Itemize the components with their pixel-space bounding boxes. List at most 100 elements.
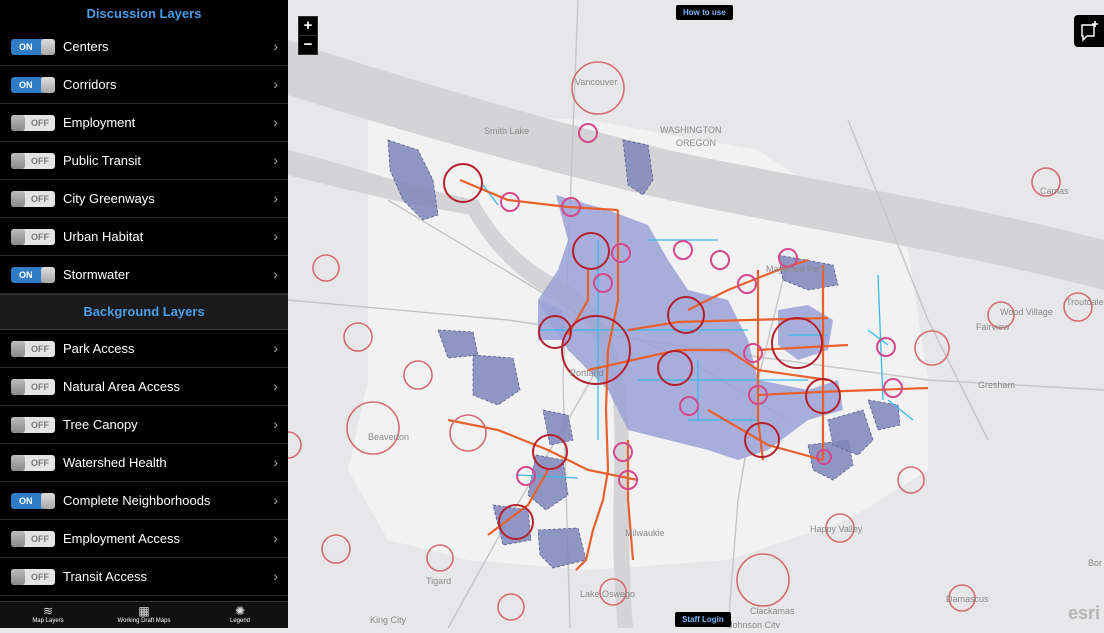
feedback-button[interactable] [1074,15,1104,47]
zoom-out-button[interactable]: − [298,35,318,55]
layer-toggle[interactable]: OFF [11,416,55,433]
layer-row-watershed-health[interactable]: OFF Watershed Health › [0,444,288,482]
layer-toggle[interactable]: OFF [11,228,55,245]
chevron-right-icon: › [273,378,278,394]
toggle-state: OFF [31,343,49,354]
chevron-right-icon: › [273,568,278,584]
toggle-state: OFF [31,457,49,468]
tab-label: Working Draft Maps [117,618,171,624]
tab-legend[interactable]: ✺ Legend [192,602,288,628]
layer-toggle[interactable]: OFF [11,568,55,585]
svg-text:Beaverton: Beaverton [368,432,409,442]
layer-label: Park Access [63,341,135,356]
svg-text:Johnson City: Johnson City [728,620,781,628]
toggle-knob [41,38,55,55]
neighborhood-centers-layer [274,61,1093,621]
layer-row-public-transit[interactable]: OFF Public Transit › [0,142,288,180]
svg-text:Troutdale: Troutdale [1066,297,1104,307]
svg-text:OREGON: OREGON [676,138,716,148]
map-canvas[interactable]: Vancouver Portland Beaverton Gresham Hap… [274,0,1104,630]
layer-toggle[interactable]: ON [11,76,55,93]
town-centers-layer [500,123,903,490]
layer-label: Tree Canopy [63,417,138,432]
toggle-knob [11,114,25,131]
discussion-layer-list: ON Centers › ON Corridors › OFF Employment › OFF P… [0,28,288,294]
tab-map-layers[interactable]: ≋ Map Layers [0,602,96,628]
toggle-knob [41,266,55,283]
layer-row-complete-neighborhoods[interactable]: ON Complete Neighborhoods › [0,482,288,520]
layer-toggle[interactable]: ON [11,492,55,509]
layer-toggle[interactable]: OFF [11,378,55,395]
chevron-right-icon: › [273,340,278,356]
toggle-knob [11,228,25,245]
toggle-state: OFF [31,193,49,204]
chevron-right-icon: › [273,266,278,282]
toggle-state: ON [19,41,33,52]
tab-working-draft-maps[interactable]: ▦ Working Draft Maps [96,602,192,628]
chevron-right-icon: › [273,228,278,244]
toggle-state: OFF [31,533,49,544]
layer-label: Natural Area Access [63,379,181,394]
layer-row-corridors[interactable]: ON Corridors › [0,66,288,104]
toggle-knob [11,340,25,357]
svg-text:Gresham: Gresham [978,380,1015,390]
chevron-right-icon: › [273,530,278,546]
layer-toggle[interactable]: OFF [11,152,55,169]
layer-row-centers[interactable]: ON Centers › [0,28,288,66]
layer-toggle[interactable]: OFF [11,454,55,471]
layer-toggle[interactable]: OFF [11,530,55,547]
chevron-right-icon: › [273,114,278,130]
toggle-state: ON [19,269,33,280]
background-layers-header: Background Layers [0,294,288,330]
layer-row-transit-access[interactable]: OFF Transit Access › [0,558,288,596]
toggle-knob [11,152,25,169]
tab-bar: ≋ Map Layers ▦ Working Draft Maps ✺ Lege… [0,601,288,628]
svg-text:Clackamas: Clackamas [750,606,795,616]
svg-text:King City: King City [370,615,407,625]
layer-row-employment[interactable]: OFF Employment › [0,104,288,142]
svg-text:Lake Oswego: Lake Oswego [580,589,635,599]
legend-icon: ✺ [234,604,246,618]
svg-text:Camas: Camas [1040,186,1069,196]
layers-icon: ≋ [42,604,54,618]
toggle-knob [11,378,25,395]
svg-text:Damascus: Damascus [946,594,989,604]
layer-toggle[interactable]: OFF [11,190,55,207]
svg-text:Vancouver: Vancouver [575,77,617,87]
layer-row-employment-access[interactable]: OFF Employment Access › [0,520,288,558]
comment-plus-icon [1081,21,1098,42]
layer-label: City Greenways [63,191,155,206]
staff-login-button[interactable]: Staff Login [675,612,731,627]
discussion-layers-header: Discussion Layers [86,6,202,21]
tab-label: Map Layers [32,618,64,624]
svg-text:Wood Village: Wood Village [1000,307,1053,317]
layer-toggle[interactable]: ON [11,266,55,283]
toggle-knob [11,416,25,433]
layer-toggle[interactable]: OFF [11,340,55,357]
tab-label: Legend [229,618,251,624]
layer-label: Corridors [63,77,117,92]
toggle-state: OFF [31,155,49,166]
svg-text:Maywood Park: Maywood Park [766,264,826,274]
layer-row-city-greenways[interactable]: OFF City Greenways › [0,180,288,218]
chevron-right-icon: › [273,492,278,508]
how-to-use-button[interactable]: How to use [676,5,733,20]
complete-neighborhoods-layer [387,139,901,569]
layer-label: Public Transit [63,153,142,168]
layer-row-natural-area-access[interactable]: OFF Natural Area Access › [0,368,288,406]
layer-toggle[interactable]: OFF [11,114,55,131]
layer-row-park-access[interactable]: OFF Park Access › [0,330,288,368]
toggle-state: OFF [31,117,49,128]
zoom-in-button[interactable]: + [298,16,318,36]
layer-row-tree-canopy[interactable]: OFF Tree Canopy › [0,406,288,444]
toggle-knob [11,190,25,207]
chevron-right-icon: › [273,454,278,470]
toggle-knob [41,492,55,509]
layer-row-stormwater[interactable]: ON Stormwater › [0,256,288,294]
layer-row-urban-habitat[interactable]: OFF Urban Habitat › [0,218,288,256]
svg-text:Fairview: Fairview [976,322,1010,332]
layer-label: Urban Habitat [63,229,144,244]
layer-toggle[interactable]: ON [11,38,55,55]
svg-text:Happy Valley: Happy Valley [810,524,863,534]
layer-label: Employment Access [63,531,181,546]
